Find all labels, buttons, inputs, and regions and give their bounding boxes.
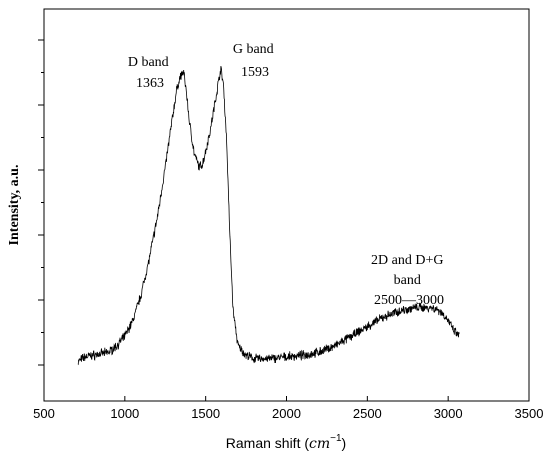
g-band-annotation: G band 1593: [233, 42, 277, 80]
plot-frame: [43, 8, 530, 402]
x-tick-label: 500: [33, 406, 55, 421]
x-tick-label: 1500: [191, 406, 220, 421]
2d-band-annotation: 2D and D+G band 2500—3000: [371, 253, 447, 308]
x-tick-label: 1000: [110, 406, 139, 421]
x-axis-label: Raman shift (cm−1): [226, 433, 346, 452]
y-axis-ticks: [38, 39, 44, 366]
x-tick-label: 3500: [515, 406, 544, 421]
d-band-annotation: D band 1363: [128, 55, 172, 91]
x-tick-label: 2000: [272, 406, 301, 421]
spectrum-series-line: [77, 66, 460, 366]
x-tick-label: 2500: [353, 406, 382, 421]
x-tick-label: 3000: [434, 406, 463, 421]
x-axis-ticks: 500 1000 1500 2000 2500 3000 3500: [33, 396, 543, 421]
y-axis-label: Intensity, a.u.: [7, 165, 22, 246]
